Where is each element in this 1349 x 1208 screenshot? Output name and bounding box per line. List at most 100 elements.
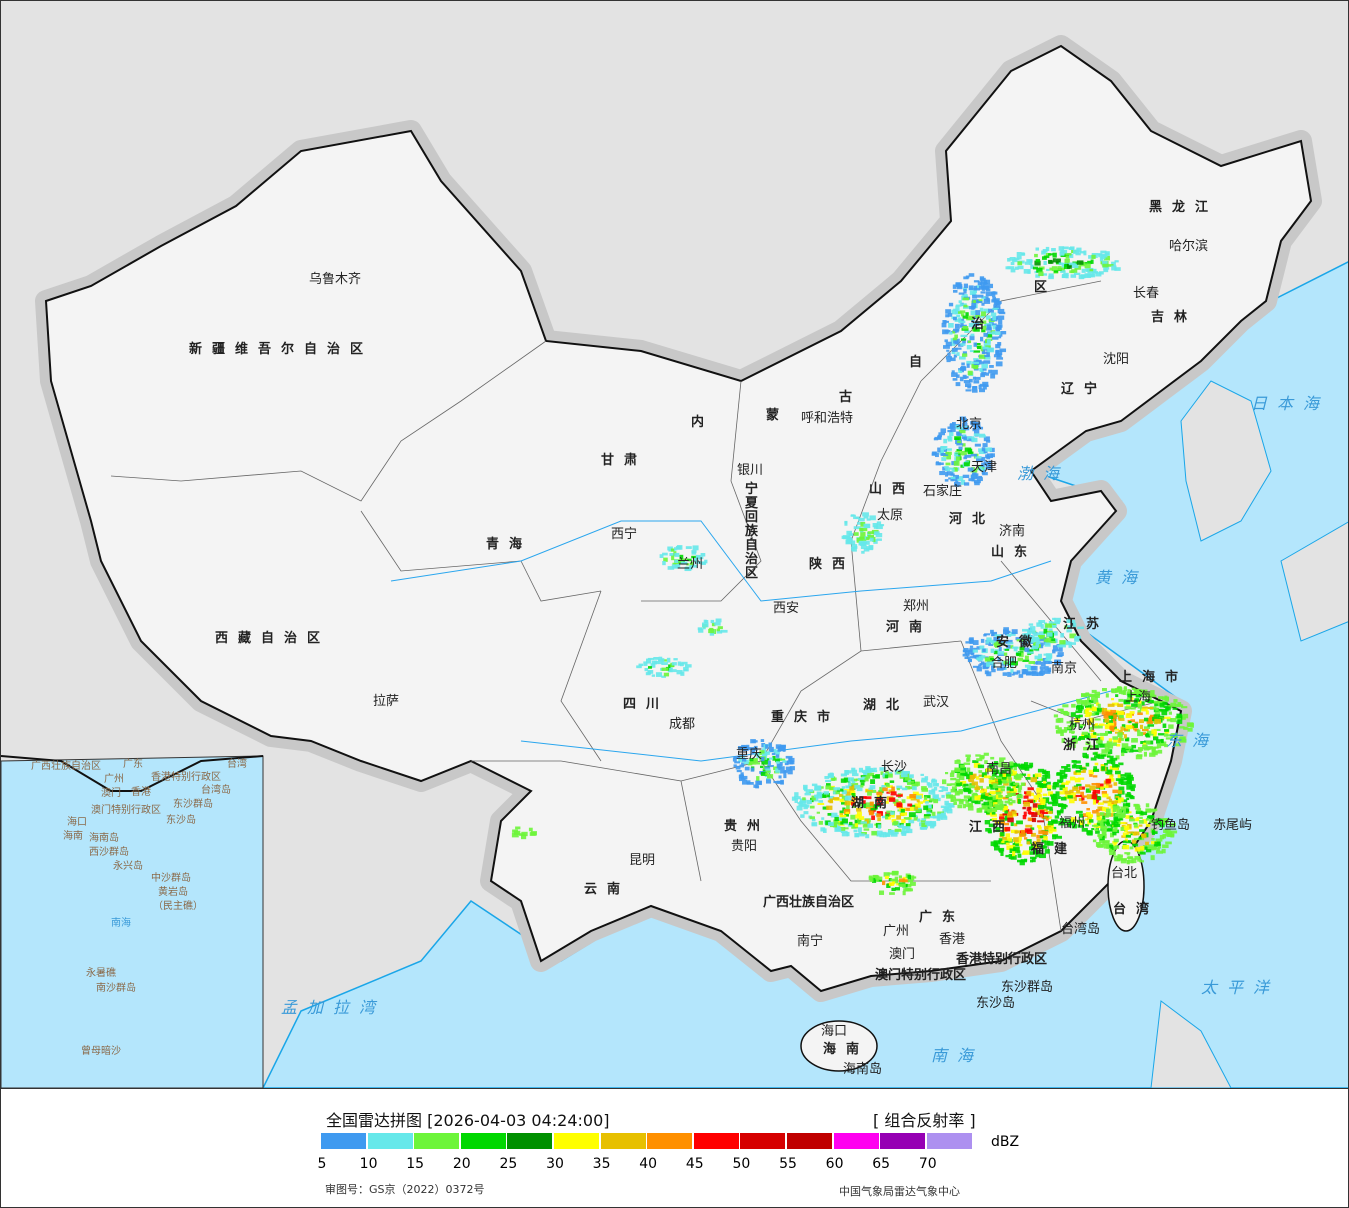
radar-echo [853,526,861,530]
radar-echo [1131,740,1138,743]
radar-echo [1016,820,1023,825]
radar-echo [863,548,870,552]
radar-echo [990,373,996,379]
radar-echo [1064,711,1070,715]
radar-echo [674,559,681,563]
radar-echo [1061,267,1065,272]
radar-echo [973,425,980,428]
radar-echo [1120,779,1124,783]
radar-echo [1078,777,1085,780]
radar-echo [995,829,1001,833]
radar-echo [772,756,776,761]
city-label: 东沙群岛 [1001,979,1053,995]
radar-echo [1063,796,1071,800]
radar-echo [1094,718,1101,721]
radar-echo [966,436,972,442]
radar-echo [761,743,766,748]
radar-echo [872,775,880,779]
radar-echo [1067,625,1072,629]
radar-echo [1097,834,1101,837]
radar-echo [988,792,992,796]
radar-echo [883,872,890,877]
radar-echo [1081,827,1088,832]
radar-echo [1116,809,1122,815]
inset-label: 澳门 [101,786,121,799]
radar-echo [924,795,931,799]
radar-echo [1109,765,1117,770]
radar-echo [1087,260,1092,265]
radar-echo [1147,844,1154,849]
radar-echo [1019,646,1025,651]
radar-echo [863,771,869,775]
radar-echo [969,647,974,652]
radar-echo [959,376,964,382]
radar-echo [962,434,966,438]
radar-echo [1137,710,1142,714]
radar-echo [811,818,816,822]
radar-echo [981,329,986,333]
radar-echo [1094,755,1098,758]
radar-echo [905,883,912,888]
radar-echo [866,767,874,773]
radar-echo [896,883,901,886]
radar-echo [1091,696,1098,701]
radar-echo [848,777,854,782]
radar-echo [934,436,940,440]
radar-echo [948,805,955,808]
radar-echo [1109,725,1115,730]
radar-echo [986,334,993,338]
radar-echo [1070,817,1077,822]
radar-echo [953,354,958,358]
radar-echo [1090,703,1094,709]
radar-echo [1035,845,1043,848]
radar-echo [720,629,728,633]
radar-echo [761,759,768,765]
radar-echo [1072,745,1076,749]
inset-label: 广州 [104,773,124,785]
radar-echo [980,788,985,792]
radar-echo [954,453,959,457]
radar-echo [999,348,1007,353]
radar-echo [1153,728,1161,731]
radar-echo [994,845,1000,851]
radar-echo [1156,743,1162,749]
radar-echo [785,755,793,759]
radar-echo [876,803,880,807]
radar-echo [958,446,963,450]
radar-echo [677,661,682,666]
scale-tick: 5 [317,1156,327,1172]
radar-echo [845,791,851,796]
radar-echo [661,658,665,663]
radar-echo [1145,803,1150,808]
radar-echo [987,347,995,353]
radar-echo [810,805,815,809]
radar-echo [1010,792,1016,797]
radar-echo [860,775,867,778]
radar-echo [953,316,957,321]
radar-echo [1085,788,1092,793]
radar-echo [1152,746,1159,749]
radar-echo [949,332,953,335]
radar-echo [998,819,1005,823]
city-label: 太原 [877,508,903,523]
radar-echo [1003,652,1008,656]
radar-echo [1098,753,1103,756]
radar-echo [964,650,970,655]
radar-echo [1077,738,1081,741]
radar-echo [765,769,771,773]
radar-echo [921,777,927,781]
radar-echo [751,749,756,755]
radar-echo [1154,841,1161,846]
radar-echo [670,548,675,552]
radar-echo [1001,776,1007,780]
radar-echo [946,471,954,476]
radar-echo [877,817,881,822]
radar-echo [877,824,881,829]
radar-echo [967,467,974,472]
radar-echo [861,769,869,774]
radar-echo [1014,257,1020,260]
radar-echo [1153,751,1159,754]
radar-echo [813,797,819,802]
radar-echo [956,431,960,436]
